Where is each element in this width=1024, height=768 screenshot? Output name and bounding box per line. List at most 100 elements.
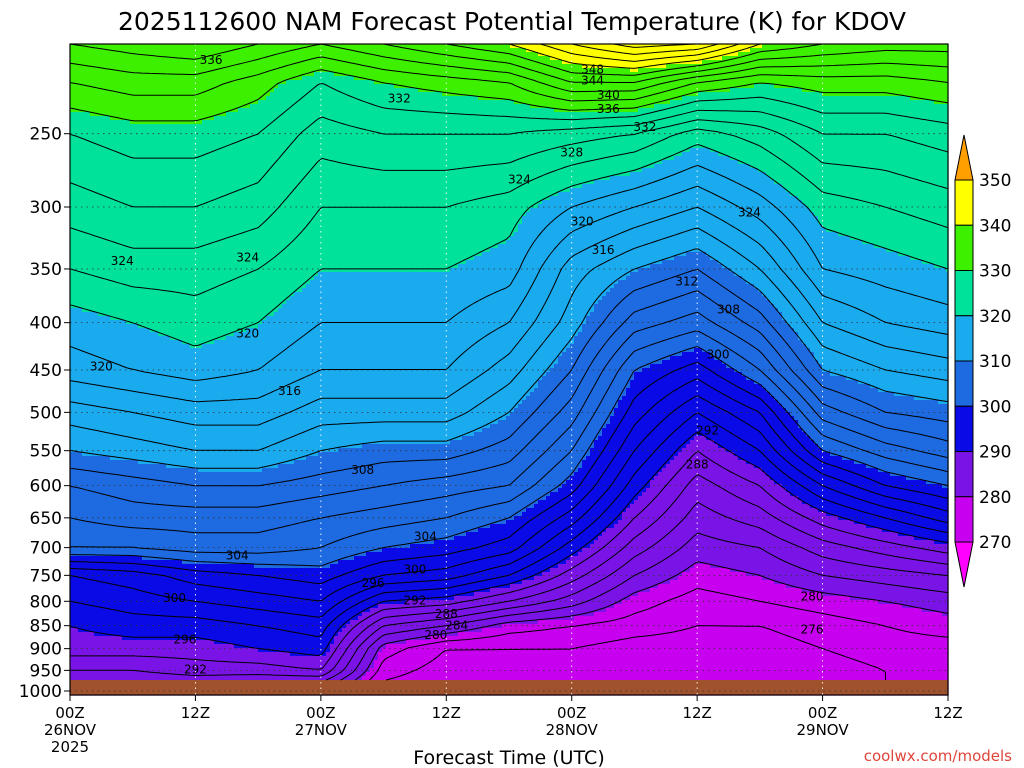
field-cell: [382, 68, 387, 73]
field-cell: [918, 84, 923, 89]
field-cell: [894, 112, 899, 117]
field-cell: [194, 52, 199, 57]
field-cell: [694, 116, 699, 121]
field-cell: [146, 124, 151, 129]
field-cell: [930, 108, 935, 113]
field-cell: [130, 104, 135, 109]
field-cell: [778, 60, 783, 65]
field-cell: [194, 76, 199, 81]
field-cell: [454, 72, 459, 77]
field-cell: [306, 112, 311, 117]
field-cell: [526, 128, 531, 133]
field-cell: [854, 64, 859, 69]
field-cell: [274, 84, 279, 89]
field-cell: [898, 60, 903, 65]
field-cell: [342, 120, 347, 125]
field-cell: [882, 80, 887, 85]
field-cell: [882, 100, 887, 105]
field-cell: [346, 124, 351, 129]
field-cell: [898, 44, 903, 49]
field-cell: [530, 124, 535, 129]
field-cell: [822, 124, 827, 129]
field-cell: [650, 108, 655, 113]
field-cell: [482, 88, 487, 93]
field-cell: [862, 104, 867, 109]
field-cell: [754, 72, 759, 77]
field-cell: [522, 76, 527, 81]
field-cell: [838, 120, 843, 125]
field-cell: [338, 84, 343, 89]
field-cell: [826, 84, 831, 89]
field-cell: [614, 92, 619, 97]
field-cell: [650, 88, 655, 93]
field-cell: [718, 52, 723, 57]
field-cell: [702, 96, 707, 101]
field-cell: [250, 116, 255, 121]
field-cell: [638, 92, 643, 97]
field-cell: [474, 56, 479, 61]
field-cell: [118, 100, 123, 105]
field-cell: [166, 92, 171, 97]
field-cell: [418, 84, 423, 89]
field-cell: [922, 92, 927, 97]
field-cell: [438, 92, 443, 97]
field-cell: [882, 76, 887, 81]
field-cell: [254, 108, 259, 113]
field-cell: [810, 72, 815, 77]
field-cell: [910, 52, 915, 57]
field-cell: [518, 60, 523, 65]
field-cell: [466, 52, 471, 57]
field-cell: [674, 112, 679, 117]
field-cell: [646, 60, 651, 65]
field-cell: [614, 120, 619, 125]
field-cell: [166, 76, 171, 81]
field-cell: [522, 52, 527, 57]
field-cell: [118, 44, 123, 49]
field-cell: [714, 120, 719, 125]
field-cell: [498, 64, 503, 69]
field-cell: [714, 88, 719, 93]
field-cell: [762, 84, 767, 89]
field-cell: [790, 120, 795, 125]
field-cell: [218, 108, 223, 113]
field-cell: [290, 44, 295, 49]
field-cell: [586, 72, 591, 77]
field-cell: [822, 92, 827, 97]
field-cell: [122, 132, 127, 137]
field-cell: [118, 96, 123, 101]
field-cell: [646, 88, 651, 93]
field-cell: [638, 120, 643, 125]
field-cell: [778, 120, 783, 125]
field-cell: [94, 48, 99, 53]
field-cell: [258, 132, 263, 137]
field-cell: [794, 80, 799, 85]
field-cell: [738, 64, 743, 69]
field-cell: [130, 48, 135, 53]
field-cell: [386, 52, 391, 57]
field-cell: [342, 128, 347, 133]
field-cell: [566, 128, 571, 133]
field-cell: [238, 88, 243, 93]
field-cell: [662, 60, 667, 65]
field-cell: [242, 116, 247, 121]
field-cell: [666, 44, 671, 49]
field-cell: [742, 60, 747, 65]
field-cell: [638, 80, 643, 85]
field-cell: [474, 76, 479, 81]
field-cell: [110, 76, 115, 81]
field-cell: [106, 64, 111, 69]
field-cell: [862, 56, 867, 61]
field-cell: [858, 104, 863, 109]
field-cell: [842, 80, 847, 85]
field-cell: [642, 76, 647, 81]
field-cell: [502, 112, 507, 117]
field-cell: [230, 88, 235, 93]
field-cell: [398, 92, 403, 97]
field-cell: [698, 56, 703, 61]
field-cell: [746, 44, 751, 49]
field-cell: [358, 88, 363, 93]
field-cell: [262, 132, 267, 137]
field-cell: [738, 120, 743, 125]
field-cell: [662, 84, 667, 89]
field-cell: [362, 132, 367, 137]
